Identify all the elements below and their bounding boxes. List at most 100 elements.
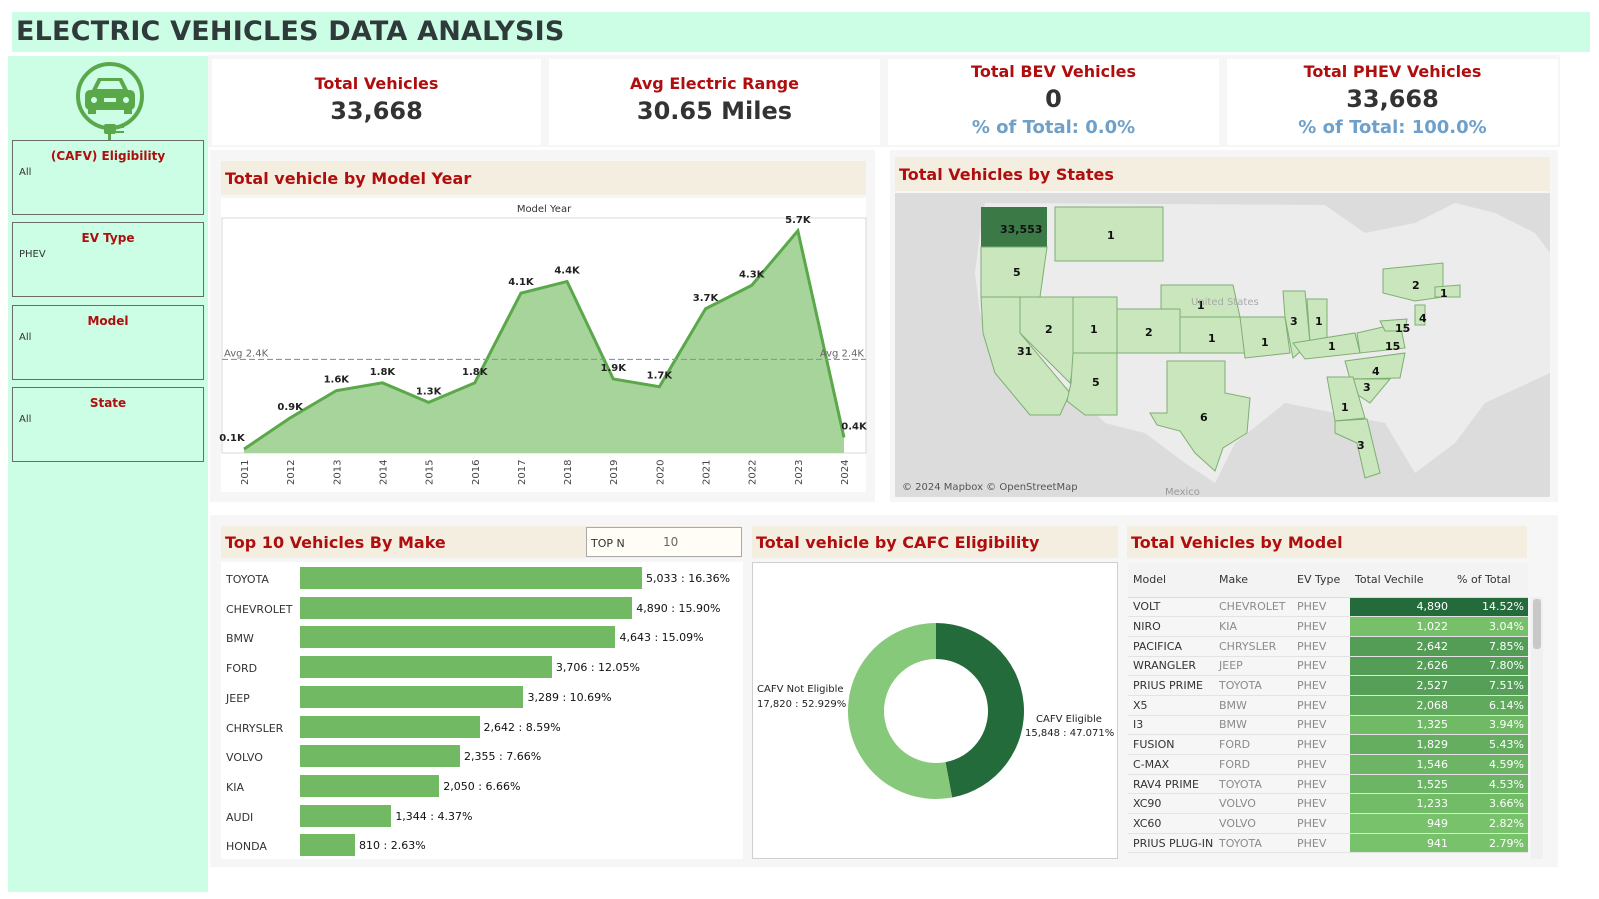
filter-title: (CAFV) Eligibility — [50, 149, 166, 163]
donut-slice[interactable] — [848, 623, 953, 799]
make-bar[interactable] — [300, 745, 461, 768]
scrollbar-thumb[interactable] — [1533, 599, 1541, 649]
table-row[interactable]: PRIUS PRIME TOYOTA PHEV 2,527 7.51% — [1128, 675, 1528, 696]
make-bar[interactable] — [300, 804, 392, 827]
table-row[interactable]: XC60 VOLVO PHEV 949 2.82% — [1128, 813, 1528, 834]
ev-type-cell: PHEV — [1292, 675, 1350, 696]
us-map-svg: 33,553 5 31 2 1 5 1 2 1 1 6 1 3 1 1 15 1… — [895, 193, 1550, 497]
make-bar[interactable] — [300, 834, 356, 857]
topn-label: TOP N — [591, 537, 625, 550]
map-label-ca: 31 — [1017, 345, 1032, 358]
filter-value[interactable]: All — [19, 167, 32, 178]
state-fl: 3 — [1334, 418, 1381, 479]
state-ma: 1 — [1434, 284, 1461, 300]
table-row[interactable]: X5 BMW PHEV 2,068 6.14% — [1128, 695, 1528, 716]
filter-cafv-eligibility[interactable]: (CAFV) Eligibility All — [12, 140, 204, 215]
make-bar[interactable] — [300, 774, 440, 797]
kpi-percent: % of Total: 100.0% — [1298, 117, 1487, 138]
state-ut: 1 — [1072, 296, 1118, 354]
total-cell: 1,829 — [1350, 734, 1452, 755]
slice-label: CAFV Eligible — [1036, 714, 1102, 725]
series-line — [243, 227, 846, 451]
percent-cell: 7.85% — [1452, 636, 1528, 657]
table-row[interactable]: FUSION FORD PHEV 1,829 5.43% — [1128, 734, 1528, 755]
make-bar[interactable] — [300, 715, 480, 738]
make-bar[interactable] — [300, 685, 524, 708]
make-bar[interactable] — [300, 596, 633, 619]
filter-value[interactable]: All — [19, 414, 32, 425]
state-ks: 1 — [1179, 316, 1246, 354]
filter-model[interactable]: Model All — [12, 305, 204, 380]
data-label: 4.4K — [554, 265, 581, 276]
table-row[interactable]: NIRO KIA PHEV 1,022 3.04% — [1128, 616, 1528, 637]
model-cell: C-MAX — [1128, 754, 1214, 775]
page-title: ELECTRIC VEHICLES DATA ANALYSIS — [16, 16, 565, 47]
ev-type-cell: PHEV — [1292, 754, 1350, 775]
percent-cell: 2.82% — [1452, 813, 1528, 834]
model-cell: PACIFICA — [1128, 636, 1214, 657]
states-map[interactable]: 33,553 5 31 2 1 5 1 2 1 1 6 1 3 1 1 15 1… — [895, 193, 1550, 497]
state-wa[interactable]: 33,553 — [981, 207, 1047, 247]
bar-value-label: 810 : 2.63% — [359, 839, 426, 853]
table-row[interactable]: I3 BMW PHEV 1,325 3.94% — [1128, 715, 1528, 736]
donut-slice[interactable] — [936, 623, 1024, 798]
make-cell: TOYOTA — [1214, 774, 1292, 795]
table-row[interactable]: RAV4 PRIME TOYOTA PHEV 1,525 4.53% — [1128, 774, 1528, 795]
model-cell: RAV4 PRIME — [1128, 774, 1214, 795]
table-scrollbar[interactable] — [1531, 597, 1543, 859]
kpi-title: Total Vehicles — [314, 74, 439, 93]
x-tick-label: 2019 — [609, 460, 620, 485]
kpi-title: Total BEV Vehicles — [971, 62, 1136, 81]
map-country-label: United States — [1191, 297, 1259, 308]
x-tick-label: 2017 — [517, 460, 528, 485]
filter-value[interactable]: PHEV — [19, 249, 46, 260]
state-or: 5 — [980, 246, 1048, 298]
filter-state[interactable]: State All — [12, 387, 204, 462]
table-row[interactable]: VOLT CHEVROLET PHEV 4,890 14.52% — [1128, 597, 1528, 618]
table-row[interactable]: PRIUS PLUG-IN TOYOTA PHEV 941 2.79% — [1128, 833, 1528, 854]
map-attribution[interactable]: © 2024 Mapbox © OpenStreetMap — [902, 482, 1078, 493]
percent-cell: 7.51% — [1452, 675, 1528, 696]
map-label-ny: 2 — [1412, 279, 1420, 292]
kpi-title: Avg Electric Range — [630, 74, 799, 93]
column-header[interactable]: Model — [1128, 563, 1214, 598]
column-header[interactable]: Make — [1214, 563, 1292, 598]
state-ga: 1 — [1326, 376, 1366, 422]
table-row[interactable]: XC90 VOLVO PHEV 1,233 3.66% — [1128, 793, 1528, 815]
state-nc: 4 — [1344, 352, 1406, 380]
column-header[interactable]: Total Vechile — [1350, 563, 1452, 598]
x-tick-label: 2011 — [240, 460, 251, 485]
state-md: 15 — [1379, 318, 1410, 335]
kpi-percent: % of Total: 0.0% — [971, 117, 1136, 138]
percent-cell: 2.79% — [1452, 833, 1528, 854]
map-label-co: 2 — [1145, 326, 1153, 339]
make-label: JEEP — [226, 691, 250, 705]
column-header[interactable]: % of Total — [1452, 563, 1528, 598]
data-label: 1.6K — [324, 375, 351, 386]
make-bar[interactable] — [300, 656, 552, 679]
cafv-title: Total vehicle by CAFC Eligibility — [752, 526, 1118, 558]
filter-ev-type[interactable]: EV Type PHEV — [12, 222, 204, 297]
percent-cell: 7.80% — [1452, 656, 1528, 677]
table-row[interactable]: PACIFICA CHRYSLER PHEV 2,642 7.85% — [1128, 636, 1528, 657]
data-label: 0.1K — [219, 433, 246, 444]
filter-value[interactable]: All — [19, 332, 32, 343]
state-mo: 1 — [1239, 316, 1291, 359]
kpi-title: Total PHEV Vehicles — [1303, 62, 1482, 81]
model-cell: PRIUS PLUG-IN — [1128, 833, 1214, 854]
x-tick-label: 2015 — [425, 460, 436, 485]
make-bar[interactable] — [300, 626, 616, 649]
data-label: 4.3K — [739, 269, 766, 280]
kpi-total-phev: Total PHEV Vehicles 33,668 % of Total: 1… — [1227, 59, 1558, 145]
table-row[interactable]: WRANGLER JEEP PHEV 2,626 7.80% — [1128, 656, 1528, 677]
avg-label-right: Avg 2.4K — [820, 348, 865, 359]
filter-title: EV Type — [81, 231, 135, 245]
model-cell: VOLT — [1128, 597, 1214, 618]
map-label-nc: 4 — [1372, 365, 1380, 378]
topn-input[interactable]: 10 — [663, 535, 679, 549]
make-bar[interactable] — [300, 567, 642, 589]
table-row[interactable]: C-MAX FORD PHEV 1,546 4.59% — [1128, 754, 1528, 775]
state-ny: 2 — [1382, 262, 1444, 302]
column-header[interactable]: EV Type — [1292, 563, 1350, 598]
topn-parameter[interactable]: TOP N 10 — [586, 527, 742, 557]
